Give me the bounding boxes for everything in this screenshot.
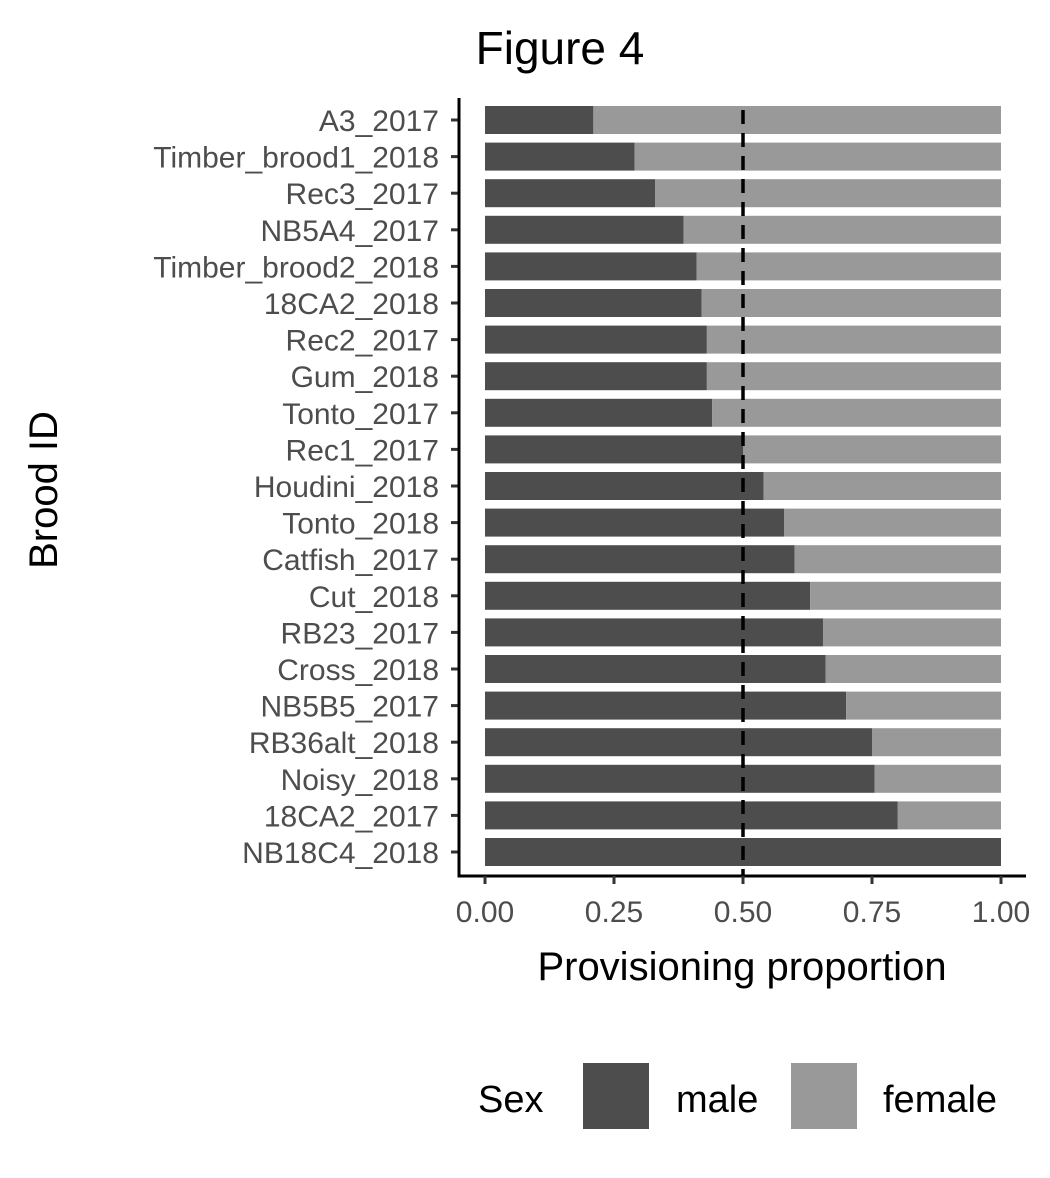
y-tick-label: Rec2_2017 [286,325,439,358]
bar-female-14 [822,618,1001,647]
bar-male-4 [485,252,697,281]
bar-male-12 [485,545,795,574]
bar-female-16 [846,691,1001,720]
bar-female-12 [794,545,1001,574]
bar-male-7 [485,362,707,391]
legend-label-male: male [676,1079,758,1121]
bar-female-4 [696,252,1001,281]
y-tick-label: Gum_2018 [291,361,439,394]
bar-female-6 [706,325,1001,354]
bar-male-15 [485,655,826,683]
x-tick-label: 0.50 [714,896,772,929]
bar-female-9 [743,435,1001,464]
bar-male-6 [485,325,707,354]
y-tick-label: Tonto_2017 [282,398,439,431]
bar-male-9 [485,435,743,464]
bar-male-5 [485,289,702,317]
x-tick-label: 1.00 [972,896,1030,929]
bar-male-16 [485,691,847,720]
bar-female-15 [825,655,1001,683]
y-tick-label: RB36alt_2018 [249,727,439,760]
legend-key-male [583,1063,649,1129]
bar-male-2 [485,179,656,208]
y-tick-label: NB5B5_2017 [261,691,439,724]
y-tick-label: Cut_2018 [309,581,439,614]
y-axis-title: Brood ID [22,411,66,569]
bar-female-5 [701,289,1001,317]
bar-male-14 [485,618,823,647]
y-tick-label: Houdini_2018 [254,471,439,504]
bar-female-19 [897,801,1001,830]
bar-female-7 [706,362,1001,391]
bar-female-18 [874,764,1001,793]
bar-male-18 [485,764,875,793]
bar-female-1 [634,142,1001,171]
bar-female-3 [683,215,1001,244]
bar-male-11 [485,508,785,537]
bar-male-13 [485,581,811,610]
y-tick-label: Tonto_2018 [282,508,439,541]
bar-female-13 [810,581,1001,610]
y-tick-label: Noisy_2018 [281,764,439,797]
bar-female-8 [712,398,1001,427]
bar-male-8 [485,398,713,427]
y-tick-label: Rec1_2017 [286,434,439,467]
bar-male-1 [485,142,635,171]
y-tick-label: Timber_brood1_2018 [153,142,439,175]
y-tick-label: Rec3_2017 [286,178,439,211]
legend-label-female: female [883,1079,997,1121]
x-tick-label: 0.75 [843,896,901,929]
bar-female-2 [655,179,1001,208]
bar-male-3 [485,215,684,244]
chart-title: Figure 4 [476,22,645,74]
x-axis-title: Provisioning proportion [537,945,946,989]
legend-title: Sex [478,1079,543,1121]
y-tick-label: A3_2017 [319,105,439,138]
y-tick-label: RB23_2017 [281,617,439,650]
y-tick-label: Timber_brood2_2018 [153,251,439,284]
bar-male-10 [485,472,764,500]
y-tick-label: NB18C4_2018 [242,837,439,870]
bar-male-0 [485,106,594,134]
y-tick-label: Cross_2018 [277,654,439,687]
bar-female-11 [784,508,1001,537]
legend: Sex male female [478,1063,997,1129]
legend-key-female [791,1063,857,1129]
bar-female-10 [763,472,1001,500]
y-tick-label: 18CA2_2017 [264,800,439,833]
bar-female-0 [593,106,1001,134]
bar-male-19 [485,801,898,830]
x-tick-label: 0.25 [585,896,643,929]
x-tick-label: 0.00 [456,896,514,929]
y-tick-label: Catfish_2017 [262,544,439,577]
y-tick-label: 18CA2_2018 [264,288,439,321]
bar-female-17 [872,728,1001,757]
y-tick-label: NB5A4_2017 [261,215,439,248]
bar-male-17 [485,728,872,757]
